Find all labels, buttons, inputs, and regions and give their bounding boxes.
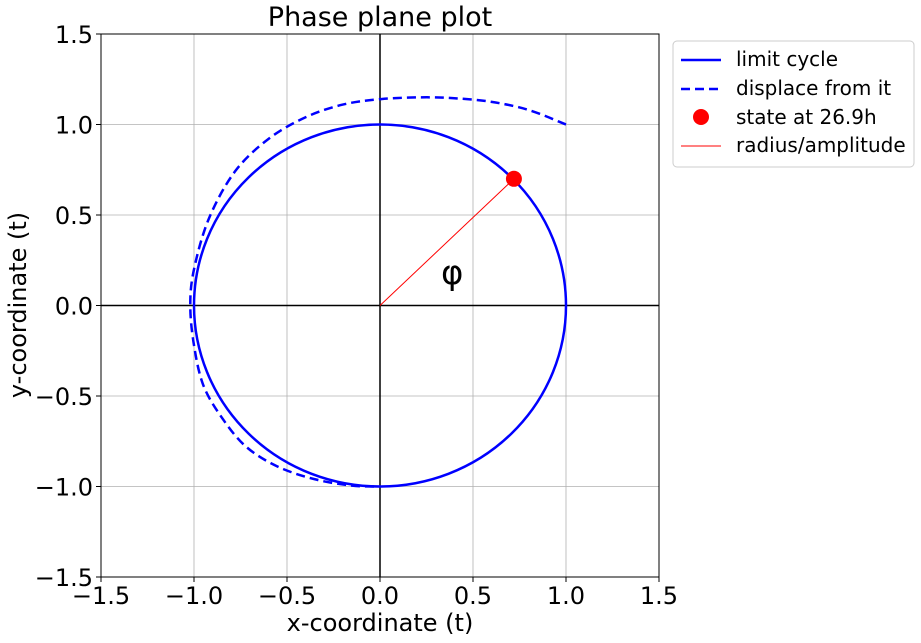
legend-label-radius: radius/amplitude <box>736 133 906 157</box>
series-radius-amplitude <box>379 178 515 306</box>
legend: limit cycle displace from it state at 26… <box>672 40 915 168</box>
legend-box <box>672 40 915 168</box>
tick-labels: −1.5 −1.0 −0.5 0.0 0.5 1.0 1.5 −1.5 −1.0 −0.5 0.0 0… <box>35 21 678 610</box>
phase-angle-annotation: φ <box>441 253 463 293</box>
x-tick-label: −0.5 <box>258 582 316 610</box>
x-tick-label: −1.5 <box>72 582 130 610</box>
y-tick-label: −1.0 <box>35 474 93 502</box>
x-tick-label: −1.0 <box>165 582 223 610</box>
series-layer <box>189 96 568 488</box>
y-tick-label: 0.5 <box>55 202 93 230</box>
y-tick-label: 0.0 <box>55 293 93 321</box>
x-tick-label: 0.0 <box>361 582 399 610</box>
x-tick-label: 0.5 <box>454 582 492 610</box>
x-axis-label: x-coordinate (t) <box>287 609 474 637</box>
legend-label-limit-cycle: limit cycle <box>736 47 838 71</box>
legend-label-state: state at 26.9h <box>736 105 877 129</box>
x-tick-label: 1.0 <box>547 582 585 610</box>
legend-swatch-state <box>693 109 709 125</box>
x-tick-label: 1.5 <box>640 582 678 610</box>
y-tick-label: −0.5 <box>35 383 93 411</box>
y-tick-label: −1.5 <box>35 564 93 592</box>
legend-label-displace: displace from it <box>736 76 891 100</box>
y-tick-label: 1.0 <box>55 112 93 140</box>
state-marker <box>505 170 522 187</box>
chart-title: Phase plane plot <box>268 2 492 33</box>
y-axis-label: y-coordinate (t) <box>4 212 32 398</box>
series-displace-from-it <box>189 96 567 488</box>
y-tick-label: 1.5 <box>55 21 93 49</box>
